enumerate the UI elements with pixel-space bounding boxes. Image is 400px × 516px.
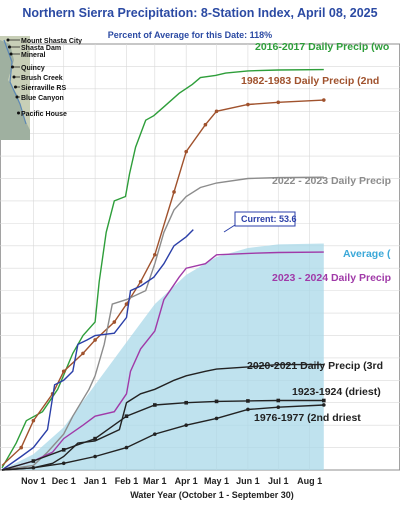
series-labels: 2016-2017 Daily Precip (wo 1982-1983 Dail… xyxy=(241,41,391,424)
series-point-1976-1977-2nd-driest xyxy=(246,407,250,412)
station-marker xyxy=(8,45,11,49)
x-tick-label: May 1 xyxy=(204,476,229,486)
plot-area: 2016-2017 Daily Precip (wo 1982-1983 Dail… xyxy=(0,41,400,471)
series-point-1982-1983-daily-precip-2nd-wettest xyxy=(322,98,326,102)
series-point-1923-1924-driest xyxy=(31,459,36,463)
x-tick-label: Mar 1 xyxy=(143,476,167,486)
series-label-2020-2021-daily-precip-3rd-driest: 2020-2021 Daily Precip (3rd xyxy=(247,360,383,372)
series-point-1923-1924-driest xyxy=(124,414,129,418)
current-callout: Current: 53.6 xyxy=(223,211,297,233)
series-label-1982-1983-daily-precip-2nd-wettest: 1982-1983 Daily Precip (2nd xyxy=(241,75,379,87)
series-point-1982-1983-daily-precip-2nd-wettest xyxy=(124,302,129,306)
chart-subtitle: Percent of Average for this Date: 118% xyxy=(108,30,272,40)
station-label: Sierraville RS xyxy=(21,85,66,92)
series-point-1976-1977-2nd-driest xyxy=(61,461,66,466)
station-marker xyxy=(17,111,20,115)
x-tick-label: Aug 1 xyxy=(297,476,322,486)
series-line-current xyxy=(1,229,194,471)
series-label-1923-1924-driest: 1923-1924 (driest) xyxy=(292,386,381,398)
series-point-1982-1983-daily-precip-2nd-wettest xyxy=(93,338,97,342)
current-pointer xyxy=(223,224,236,233)
series-point-1923-1924-driest xyxy=(276,398,281,403)
x-tick-label: Dec 1 xyxy=(52,476,76,486)
series-point-1923-1924-driest xyxy=(246,399,250,403)
series-point-1976-1977-2nd-driest xyxy=(214,416,219,421)
series-label-2022-2023-daily-precip: 2022 - 2023 Daily Precip xyxy=(272,175,391,187)
series-point-1976-1977-2nd-driest xyxy=(276,405,281,410)
series-point-1982-1983-daily-precip-2nd-wettest xyxy=(138,279,143,284)
series-point-1982-1983-daily-precip-2nd-wettest xyxy=(214,109,219,114)
x-axis-label: Water Year (October 1 - September 30) xyxy=(130,490,294,500)
station-marker xyxy=(14,85,17,89)
station-label: Pacific House xyxy=(21,111,67,118)
chart-title: Northern Sierra Precipitation: 8-Station… xyxy=(22,6,377,20)
series-point-1923-1924-driest xyxy=(93,436,97,441)
station-label: Brush Creek xyxy=(21,75,63,82)
series-line-1982-1983-daily-precip-2nd-wettest xyxy=(1,99,324,467)
series-point-1982-1983-daily-precip-2nd-wettest xyxy=(246,102,250,107)
x-tick-label: Feb 1 xyxy=(115,476,139,486)
series-label-2016-2017-daily-precip-wettest: 2016-2017 Daily Precip (wo xyxy=(255,41,389,53)
x-tick-label: Nov 1 xyxy=(21,476,46,486)
series-point-1923-1924-driest xyxy=(322,398,326,403)
series-point-1923-1924-driest xyxy=(61,448,66,452)
series-line-2022-2023-daily-precip xyxy=(1,176,324,471)
series-label-average-1990-2020: Average ( xyxy=(343,248,391,260)
station-label: Blue Canyon xyxy=(21,95,64,102)
series-point-1923-1924-driest xyxy=(153,403,157,407)
x-axis-ticks: Nov 1 Dec 1 Jan 1 Feb 1 Mar 1 Apr 1 May 1 Jun 1… xyxy=(21,476,322,486)
station-marker xyxy=(6,38,10,42)
x-tick-label: Jul 1 xyxy=(268,476,289,486)
current-label: Current: 53.6 xyxy=(241,214,297,224)
station-marker xyxy=(9,52,13,56)
series-point-1982-1983-daily-precip-2nd-wettest xyxy=(81,351,85,356)
series-point-1976-1977-2nd-driest xyxy=(153,432,157,436)
series-point-1976-1977-2nd-driest xyxy=(31,465,36,470)
series-point-1982-1983-daily-precip-2nd-wettest xyxy=(153,252,157,257)
map-river xyxy=(3,39,27,125)
series-point-1982-1983-daily-precip-2nd-wettest xyxy=(31,418,36,423)
station-label: Mount Shasta City xyxy=(21,38,82,45)
series-point-1982-1983-daily-precip-2nd-wettest xyxy=(203,122,208,127)
station-label: Quincy xyxy=(21,65,45,72)
x-tick-label: Jun 1 xyxy=(236,476,260,486)
current-box xyxy=(234,211,296,227)
series-point-1982-1983-daily-precip-2nd-wettest xyxy=(112,320,117,324)
series-point-1923-1924-driest xyxy=(184,400,188,405)
station-label: Shasta Dam xyxy=(21,45,61,52)
x-tick-label: Apr 1 xyxy=(175,476,198,486)
series-line-2016-2017-daily-precip-wettest xyxy=(1,68,324,469)
series-line-2023-2024-daily-precip xyxy=(1,251,324,471)
series-point-1976-1977-2nd-driest xyxy=(93,454,97,459)
series-label-1976-1977-2nd-driest: 1976-1977 (2nd driest xyxy=(254,412,361,424)
map-terrain xyxy=(0,40,30,140)
series-point-1982-1983-daily-precip-2nd-wettest xyxy=(172,190,176,194)
series-point-1982-1983-daily-precip-2nd-wettest xyxy=(61,369,66,374)
x-tick-label: Jan 1 xyxy=(84,476,107,486)
series-line-2020-2021-daily-precip-3rd-driest xyxy=(1,363,324,471)
series-point-1982-1983-daily-precip-2nd-wettest xyxy=(184,149,188,154)
series-point-1982-1983-daily-precip-2nd-wettest xyxy=(19,445,24,450)
series-area-average-1990-2020 xyxy=(2,243,324,470)
series-point-1976-1977-2nd-driest xyxy=(322,403,326,407)
series-point-1976-1977-2nd-driest xyxy=(124,445,129,450)
series-point-1976-1977-2nd-driest xyxy=(184,423,188,427)
series-label-2023-2024-daily-precip: 2023 - 2024 Daily Precip xyxy=(272,272,391,284)
station-marker xyxy=(11,65,14,69)
series-point-1982-1983-daily-precip-2nd-wettest xyxy=(276,100,281,105)
station-label: Mineral xyxy=(21,52,46,59)
station-marker xyxy=(15,95,19,99)
station-marker xyxy=(12,75,16,79)
average-area xyxy=(2,243,324,470)
series-lines xyxy=(1,68,326,471)
series-point-1923-1924-driest xyxy=(214,399,219,404)
